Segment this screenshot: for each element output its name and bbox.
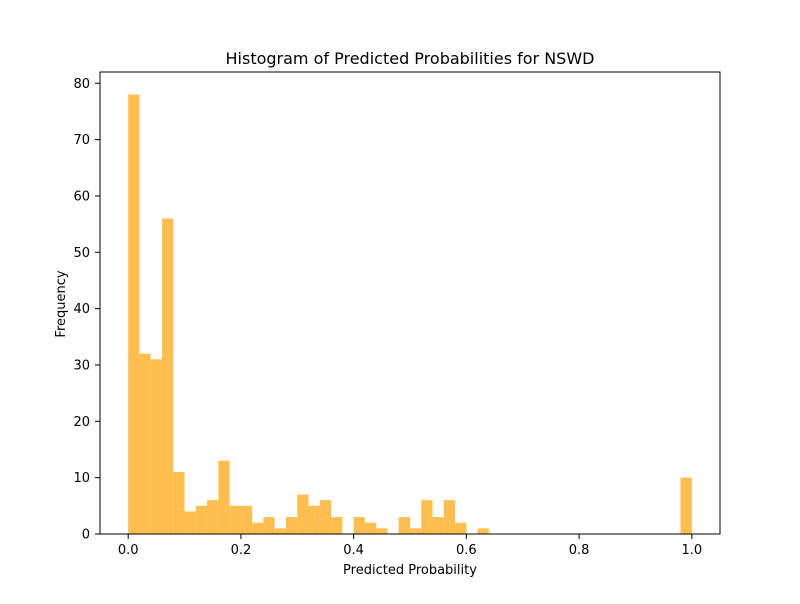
histogram-bar: [443, 500, 456, 534]
y-tick-label: 0: [82, 528, 90, 543]
histogram-bar: [353, 517, 365, 534]
histogram-bar: [477, 528, 489, 534]
plot-area-frame: [99, 71, 721, 535]
histogram-bar: [297, 494, 309, 534]
y-tick-label: 30: [73, 358, 90, 373]
x-tick-label: 1.0: [681, 543, 702, 558]
x-axis-label: Predicted Probability: [343, 563, 477, 578]
histogram-bar: [364, 522, 377, 534]
x-tick-label: 0.8: [569, 543, 590, 558]
x-tick-label: 0.6: [456, 543, 477, 558]
histogram-bar: [195, 505, 208, 534]
x-tick-label: 0.0: [118, 543, 139, 558]
histogram-bar: [398, 517, 410, 534]
histogram-bar: [229, 505, 241, 534]
y-tick-label: 70: [73, 133, 90, 148]
histogram-bar: [162, 218, 174, 535]
histogram-bar: [274, 528, 286, 534]
histogram-bar: [207, 500, 219, 534]
histogram-bar: [150, 359, 162, 534]
y-tick-label: 50: [73, 246, 90, 261]
y-tick-label: 20: [73, 415, 90, 430]
y-tick-label: 10: [73, 471, 90, 486]
histogram-bar: [184, 511, 196, 534]
histogram-bar: [331, 517, 343, 534]
histogram-bar: [410, 528, 422, 534]
histogram-bar: [455, 522, 467, 534]
bars-layer: [128, 94, 692, 535]
histogram-bar: [173, 472, 185, 534]
chart-title: Histogram of Predicted Probabilities for…: [226, 49, 595, 68]
y-tick-label: 40: [73, 302, 90, 317]
histogram-bar: [376, 528, 388, 534]
histogram-bar: [680, 477, 692, 534]
histogram-bar: [432, 517, 444, 534]
x-tick-label: 0.4: [343, 543, 364, 558]
histogram-bar: [218, 460, 230, 534]
histogram-bar: [308, 505, 320, 534]
histogram-bar: [421, 500, 433, 534]
histogram-bar: [240, 505, 253, 534]
y-tick-label: 60: [73, 189, 90, 204]
y-tick-label: 80: [73, 77, 90, 92]
histogram-bar: [252, 522, 264, 534]
ticks-layer: 0.0 0.2 0.4 0.6 0.8 1.0 0 10 20 30 40 50 60 70 80: [73, 77, 702, 558]
histogram-bar: [286, 517, 298, 534]
y-axis-label: Frequency: [54, 270, 69, 337]
histogram-bar: [319, 500, 332, 534]
histogram-bar: [139, 353, 151, 534]
x-tick-label: 0.2: [231, 543, 252, 558]
histogram-bar: [263, 517, 275, 534]
histogram-bar: [128, 94, 140, 534]
